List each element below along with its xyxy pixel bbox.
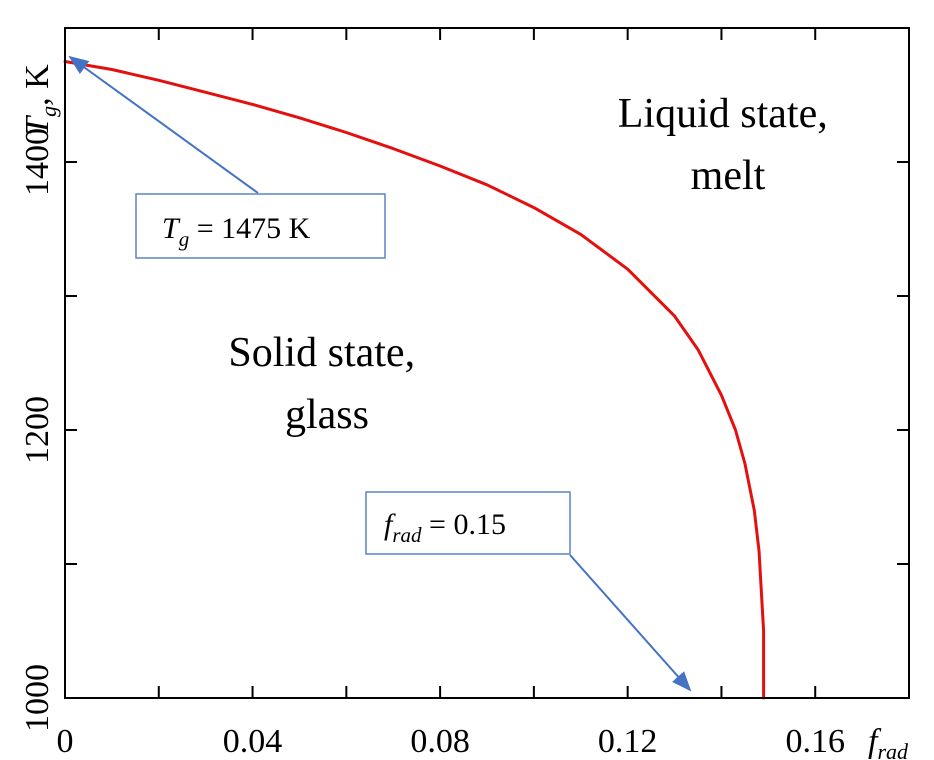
x-tick-label: 0.12 [598, 723, 658, 760]
region-label-liquid: Liquid state, melt [618, 91, 838, 199]
tg-curve-line [63, 60, 766, 700]
callout-tg-text: Tg = 1475 K [162, 212, 311, 251]
x-tick-labels: 0 0.04 0.08 0.12 0.16 [57, 723, 845, 760]
callout-arrow-frad [569, 554, 692, 692]
plot-frame [64, 27, 910, 699]
axis-ticks [64, 28, 909, 699]
callout-arrow-tg [68, 55, 259, 194]
region-label-solid: Solid state, glass [228, 330, 425, 438]
y-tick-label: 1000 [19, 664, 56, 732]
y-tick-label: 1400 [19, 128, 56, 196]
callout-frad: frad = 0.15 [365, 491, 571, 555]
callout-tg: Tg = 1475 K [135, 193, 386, 259]
x-tick-label: 0.16 [785, 723, 845, 760]
callout-frad-text: frad = 0.15 [384, 508, 506, 547]
x-tick-label: 0.04 [223, 723, 283, 760]
y-axis-label: Tg, K [19, 64, 61, 136]
series-layer [63, 60, 766, 700]
callout-frad-box [365, 491, 571, 555]
x-tick-label: 0 [57, 723, 74, 760]
y-tick-label: 1200 [19, 396, 56, 464]
y-tick-labels: 1000 1200 1400 [19, 128, 56, 732]
x-tick-label: 0.08 [410, 723, 470, 760]
x-axis-label: frad [868, 723, 909, 760]
callout-tg-box [135, 193, 386, 259]
